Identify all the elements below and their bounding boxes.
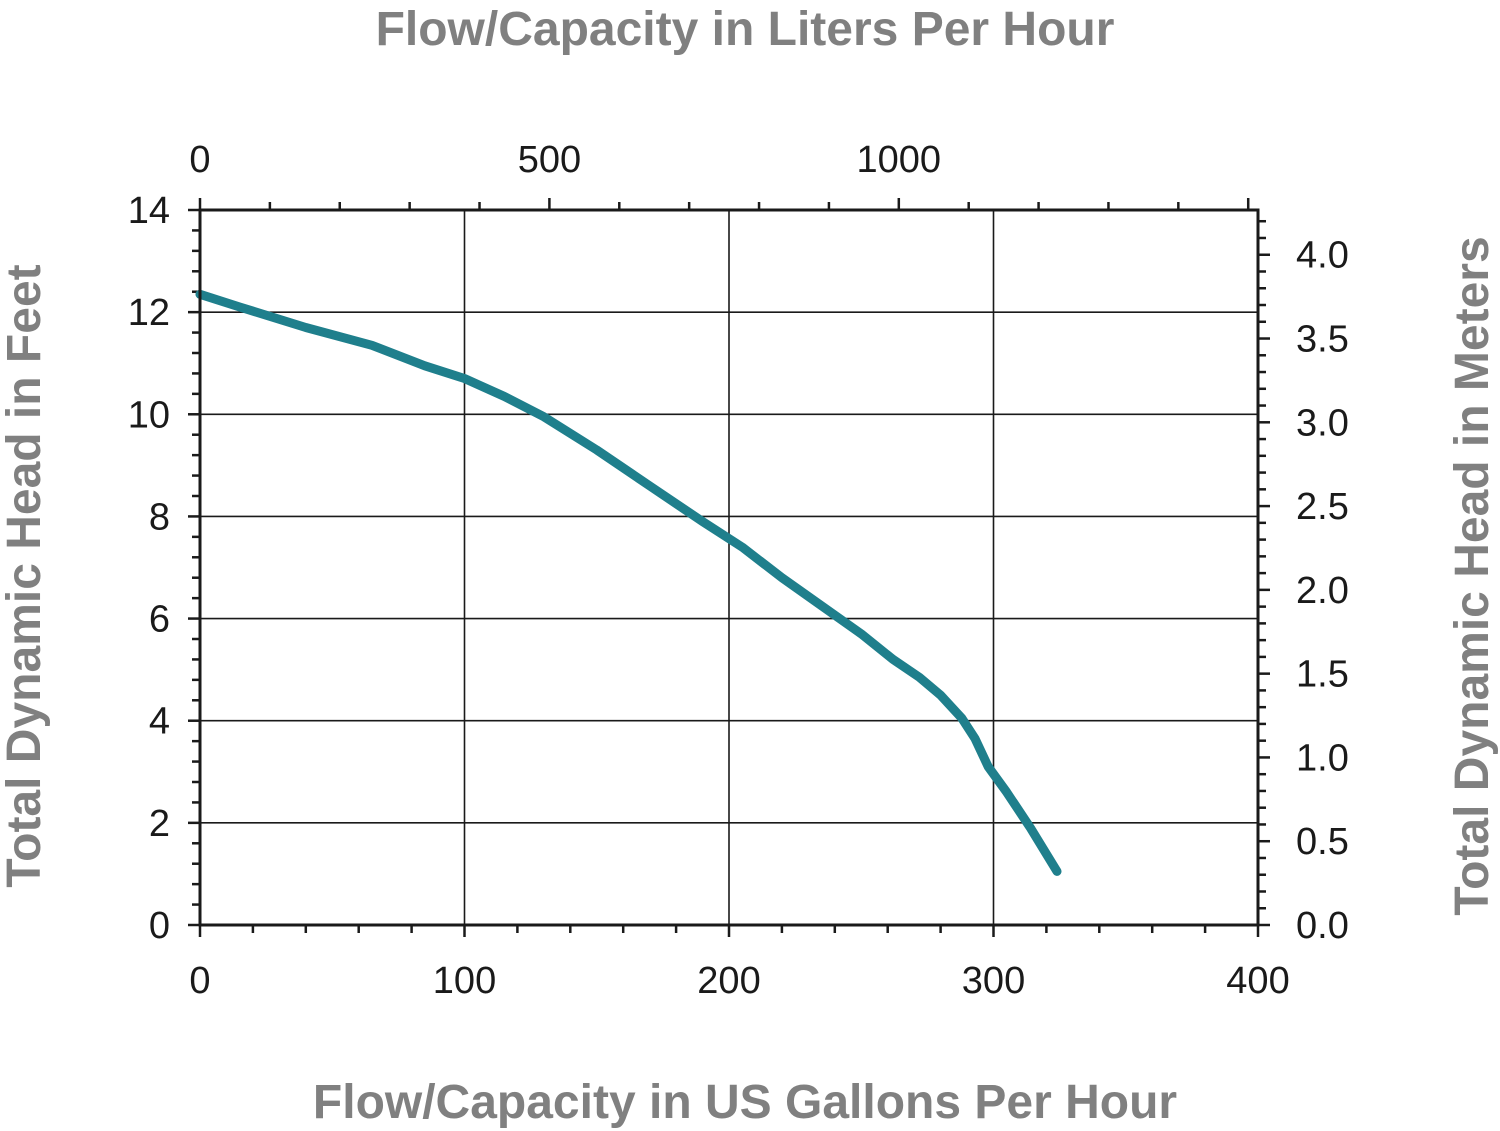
left-axis-tick-label: 0 <box>149 905 170 947</box>
left-axis-tick-label: 12 <box>128 292 170 334</box>
gridlines <box>200 210 1258 925</box>
right-axis-tick-label: 4.0 <box>1296 235 1349 277</box>
right-axis-tick-label: 2.5 <box>1296 486 1349 528</box>
right-axis-tick-label: 2.0 <box>1296 570 1349 612</box>
right-axis-tick-label: 3.0 <box>1296 402 1349 444</box>
left-axis-tick-label: 8 <box>149 496 170 538</box>
left-axis-tick-label: 14 <box>128 190 170 232</box>
pump-curve-line <box>195 289 1062 876</box>
bottom-axis-tick-label: 400 <box>1226 960 1289 1002</box>
left-axis-tick-label: 10 <box>128 394 170 436</box>
bottom-axis-tick-label: 200 <box>697 960 760 1002</box>
left-axis-tick-label: 6 <box>149 599 170 641</box>
right-axis-tick-label: 0.5 <box>1296 821 1349 863</box>
top-axis-tick-label: 0 <box>189 139 210 181</box>
series-group <box>195 289 1062 876</box>
left-axis-title: Total Dynamic Head in Feet <box>0 264 51 887</box>
bottom-axis-title: Flow/Capacity in US Gallons Per Hour <box>313 1076 1177 1129</box>
right-axis-tick-label: 3.5 <box>1296 319 1349 361</box>
bottom-axis-tick-label: 0 <box>189 960 210 1002</box>
bottom-axis-tick-label: 100 <box>433 960 496 1002</box>
top-axis-title: Flow/Capacity in Liters Per Hour <box>376 3 1115 56</box>
top-axis-tick-label: 500 <box>518 139 581 181</box>
left-axis-tick-label: 2 <box>149 803 170 845</box>
right-axis-title: Total Dynamic Head in Meters <box>1446 236 1499 915</box>
right-axis-tick-label: 1.0 <box>1296 737 1349 779</box>
top-axis-tick-label: 1000 <box>857 139 942 181</box>
right-axis-tick-label: 1.5 <box>1296 654 1349 696</box>
right-axis-tick-label: 0.0 <box>1296 905 1349 947</box>
bottom-axis-tick-label: 300 <box>962 960 1025 1002</box>
plot-frame <box>198 208 1260 927</box>
left-axis-tick-label: 4 <box>149 701 170 743</box>
tick-labels: 0 100 200 300 400 0 2 4 6 8 10 12 14 0 500 1000 0.0 0.5 1.… <box>128 139 1349 1002</box>
